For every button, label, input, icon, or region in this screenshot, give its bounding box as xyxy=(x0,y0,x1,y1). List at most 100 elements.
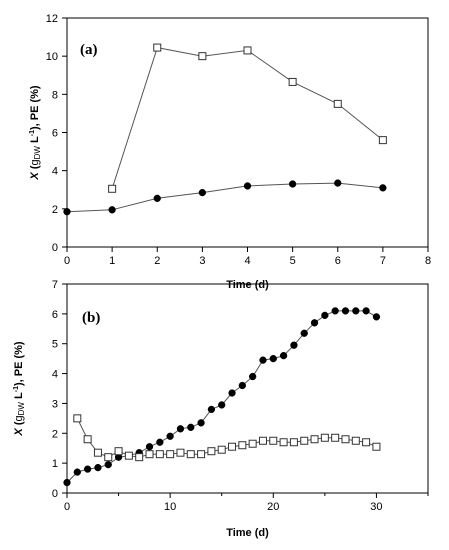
data-point-open xyxy=(289,438,298,447)
data-point-open xyxy=(104,453,113,462)
data-point-filled xyxy=(379,184,387,192)
y-axis-title-sup: -1 xyxy=(13,386,20,392)
y-tick-label: 3 xyxy=(52,398,58,410)
y-axis-title-l: L xyxy=(13,392,25,402)
x-tick-label: 30 xyxy=(370,501,382,513)
y-tick-label: 12 xyxy=(46,13,58,25)
x-tick-label: 0 xyxy=(64,255,70,267)
x-tick-label: 8 xyxy=(425,255,431,267)
data-point-filled xyxy=(269,354,277,363)
data-point-open xyxy=(186,450,195,459)
data-point-filled xyxy=(321,311,329,320)
y-axis-title-dw: DW xyxy=(33,146,42,160)
y-tick-label: 0 xyxy=(52,488,58,500)
y-axis-title: X (gDW L-1), PE (%) xyxy=(29,85,42,180)
data-point-filled xyxy=(218,401,226,409)
data-point-filled xyxy=(362,307,370,315)
data-point-open xyxy=(124,451,133,460)
data-point-open xyxy=(114,447,123,456)
y-axis-title-x: X xyxy=(29,172,41,181)
y-axis-title-sup: -1 xyxy=(29,130,36,136)
x-tick-label: 7 xyxy=(380,255,386,267)
data-point-open xyxy=(198,52,207,61)
data-point-open xyxy=(207,447,216,456)
data-point-open xyxy=(166,450,175,459)
data-point-open xyxy=(135,453,144,462)
x-tick-label: 10 xyxy=(164,501,176,513)
data-point-filled xyxy=(145,443,154,451)
data-point-filled xyxy=(153,194,161,202)
panel-label: (a) xyxy=(80,42,98,58)
data-point-open xyxy=(333,99,342,108)
data-point-open xyxy=(238,441,247,450)
data-point-open xyxy=(73,414,82,423)
x-axis-title: Time (d) xyxy=(226,527,269,539)
data-point-open xyxy=(372,442,381,451)
y-tick-label: 6 xyxy=(52,309,58,321)
y-axis-title-open: ( xyxy=(29,165,41,172)
data-point-filled xyxy=(352,307,360,315)
data-point-open xyxy=(93,448,102,457)
series-line xyxy=(66,310,377,483)
series-line xyxy=(66,182,383,213)
y-tick-label: 4 xyxy=(52,369,58,381)
y-tick-label: 8 xyxy=(52,89,58,101)
data-point-filled xyxy=(238,381,246,390)
data-point-open xyxy=(288,77,297,86)
data-point-open xyxy=(228,442,237,451)
y-axis-title: X (gDW L-1), PE (%) xyxy=(13,341,26,436)
data-point-filled xyxy=(198,188,207,197)
data-point-filled xyxy=(104,460,112,469)
y-tick-label: 5 xyxy=(52,339,58,351)
panel-label: (b) xyxy=(82,310,100,326)
data-point-filled xyxy=(290,341,298,349)
y-axis-title-dw: DW xyxy=(17,402,26,416)
data-point-open xyxy=(279,438,288,447)
data-point-filled xyxy=(341,307,350,315)
data-point-filled xyxy=(108,206,116,214)
data-point-open xyxy=(153,43,162,52)
x-tick-label: 5 xyxy=(290,255,296,267)
data-point-open xyxy=(243,46,252,55)
y-tick-label: 2 xyxy=(52,204,58,216)
data-point-open xyxy=(108,184,117,193)
y-axis-title-g: g xyxy=(13,415,25,421)
data-point-filled xyxy=(166,432,174,440)
y-axis-title-close: ), PE (%) xyxy=(13,341,25,386)
data-point-filled xyxy=(63,208,71,216)
data-point-filled xyxy=(372,313,381,321)
data-point-open xyxy=(300,436,309,445)
x-tick-label: 4 xyxy=(244,255,250,267)
data-point-filled xyxy=(300,329,308,337)
x-tick-label: 6 xyxy=(335,255,341,267)
data-point-filled xyxy=(288,180,297,188)
data-point-open xyxy=(145,450,154,459)
data-point-open xyxy=(217,445,226,454)
data-point-open xyxy=(176,448,185,457)
y-tick-label: 10 xyxy=(46,51,58,63)
y-tick-label: 1 xyxy=(52,458,58,470)
x-tick-label: 0 xyxy=(64,501,70,513)
data-point-filled xyxy=(228,389,236,397)
data-point-filled xyxy=(249,372,257,381)
y-tick-label: 0 xyxy=(52,242,58,254)
data-point-filled xyxy=(197,419,205,427)
data-point-filled xyxy=(73,468,81,476)
data-point-open xyxy=(248,439,257,448)
y-tick-label: 7 xyxy=(52,279,58,291)
data-point-open xyxy=(320,433,329,442)
data-point-open xyxy=(351,436,360,445)
y-tick-label: 6 xyxy=(52,128,58,140)
data-point-open xyxy=(197,450,206,459)
panel-b: (b) Time (d) X (gDW L-1), PE (%) 0 10 20 30… xyxy=(13,279,429,539)
series-line xyxy=(111,47,384,189)
data-point-open xyxy=(341,435,350,444)
y-tick-label: 4 xyxy=(52,166,58,178)
x-tick-label: 2 xyxy=(154,255,160,267)
x-tick-label: 20 xyxy=(267,501,279,513)
data-point-open xyxy=(310,435,319,444)
data-point-filled xyxy=(243,182,252,190)
y-axis-title-x: X xyxy=(13,428,25,437)
